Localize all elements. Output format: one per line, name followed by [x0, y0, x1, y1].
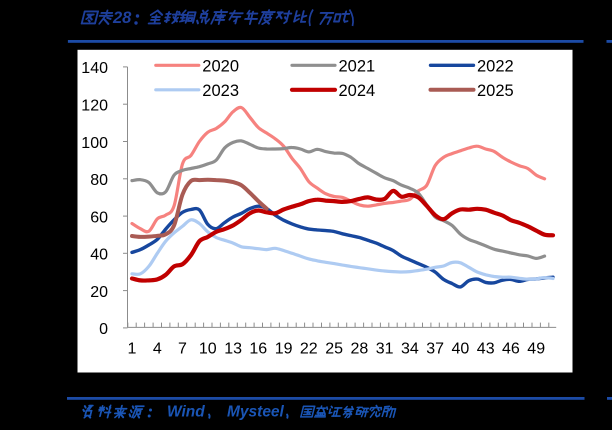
svg-text:140: 140 [81, 60, 108, 77]
svg-text:28: 28 [351, 341, 369, 358]
svg-text:100: 100 [81, 135, 108, 152]
svg-text:Wind: Wind [167, 403, 205, 420]
svg-text:13: 13 [224, 341, 242, 358]
svg-text:120: 120 [81, 98, 108, 115]
svg-text:37: 37 [426, 341, 444, 358]
svg-text:22: 22 [300, 341, 318, 358]
svg-text:80: 80 [90, 172, 108, 189]
svg-text:60: 60 [90, 209, 108, 226]
svg-text:2020: 2020 [202, 58, 239, 76]
svg-text:4: 4 [153, 341, 162, 358]
svg-text:Mysteel: Mysteel [227, 403, 285, 420]
svg-text:46: 46 [502, 341, 520, 358]
svg-text:49: 49 [527, 341, 545, 358]
svg-text:19: 19 [275, 341, 293, 358]
svg-text:2022: 2022 [477, 58, 514, 76]
svg-text:7: 7 [178, 341, 187, 358]
svg-text:28: 28 [112, 9, 132, 27]
svg-text:16: 16 [249, 341, 267, 358]
svg-text:20: 20 [90, 284, 108, 301]
svg-text:10: 10 [199, 341, 217, 358]
svg-text:2025: 2025 [477, 82, 514, 100]
svg-text:43: 43 [477, 341, 495, 358]
svg-text:34: 34 [401, 341, 419, 358]
svg-text:40: 40 [452, 341, 470, 358]
svg-text:2023: 2023 [202, 82, 239, 100]
svg-text:2024: 2024 [339, 82, 376, 100]
svg-text:0: 0 [99, 321, 108, 338]
svg-text:25: 25 [325, 341, 343, 358]
svg-text:2021: 2021 [339, 58, 376, 76]
svg-text:31: 31 [376, 341, 394, 358]
svg-text:40: 40 [90, 247, 108, 264]
svg-text:1: 1 [128, 341, 137, 358]
